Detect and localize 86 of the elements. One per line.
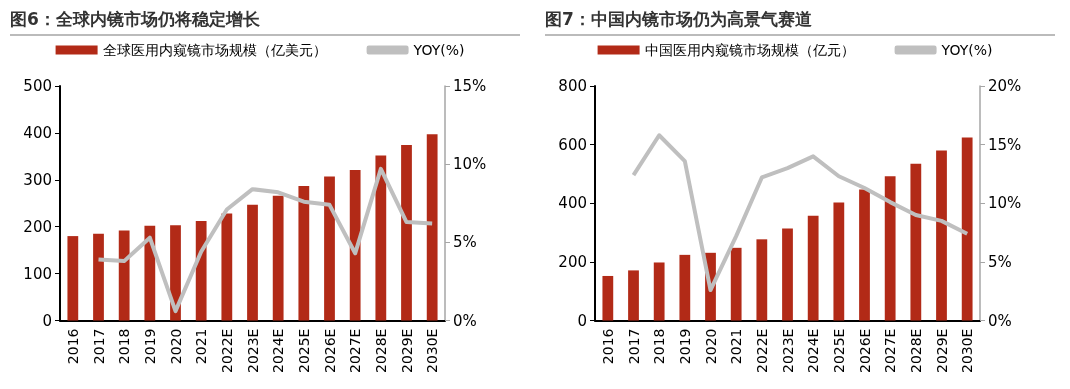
y-tick-label: 600 — [558, 135, 587, 154]
x-tick-label: 2019 — [676, 328, 693, 365]
bar — [730, 247, 742, 321]
bar — [807, 215, 819, 321]
x-tick-label: 2030E — [424, 328, 441, 374]
y2-tick-label: 10% — [453, 155, 487, 174]
bar — [144, 225, 156, 321]
x-tick-label: 2020 — [702, 328, 719, 365]
x-tick-label: 2023E — [779, 328, 796, 374]
x-tick-label: 2027E — [347, 328, 364, 374]
x-tick-label: 2024E — [270, 328, 287, 374]
bar — [936, 150, 947, 321]
legend-label: 全球医用内窥镜市场规模（亿美元） — [102, 42, 327, 58]
bar — [401, 145, 412, 321]
x-tick-label: 2027E — [882, 328, 899, 374]
line-series — [631, 133, 970, 293]
bar — [756, 239, 768, 321]
x-tick-label: 2020 — [167, 328, 184, 365]
y-tick-label: 200 — [23, 217, 52, 236]
y-tick-label: 500 — [23, 77, 52, 95]
bar — [884, 176, 896, 321]
y-tick-label: 800 — [558, 77, 587, 95]
y-tick-label: 400 — [23, 123, 52, 142]
legend-label: YOY(%) — [940, 42, 993, 58]
x-tick-label: 2021 — [193, 328, 210, 365]
x-tick-label: 2017 — [625, 328, 642, 365]
bar — [221, 213, 233, 321]
x-tick-label: 2024E — [805, 328, 822, 374]
y2-tick-label: 0% — [988, 311, 1012, 330]
x-tick-label: 2017 — [90, 328, 107, 365]
x-tick-label: 2018 — [116, 328, 133, 365]
x-tick-label: 2018 — [651, 328, 668, 365]
line-series — [96, 166, 435, 314]
x-tick-label: 2028E — [372, 328, 389, 374]
x-tick-label: 2016 — [599, 328, 616, 365]
y-tick-label: 100 — [23, 264, 52, 283]
legend-label: YOY(%) — [412, 42, 465, 58]
y-tick-label: 400 — [558, 194, 587, 213]
y2-tick-label: 15% — [453, 77, 487, 95]
x-tick-label: 2022E — [753, 328, 770, 374]
bar — [679, 254, 691, 321]
bar — [375, 155, 387, 321]
chart-title: 图7：中国内镜市场仍为高景气赛道 — [545, 8, 1055, 36]
bar — [247, 204, 258, 321]
bar — [833, 202, 845, 321]
x-tick-label: 2025E — [830, 328, 847, 374]
y2-tick-label: 0% — [453, 311, 477, 330]
y2-tick-label: 15% — [988, 135, 1022, 154]
bar — [324, 176, 335, 321]
x-tick-label: 2016 — [64, 328, 81, 365]
bar — [910, 163, 922, 321]
y2-tick-label: 5% — [988, 252, 1012, 271]
x-tick-label: 2021 — [728, 328, 745, 365]
x-tick-label: 2030E — [959, 328, 976, 374]
bar — [602, 275, 614, 321]
x-tick-label: 2022E — [218, 328, 235, 374]
bar — [349, 169, 361, 321]
bar — [782, 228, 793, 321]
x-tick-label: 2028E — [907, 328, 924, 374]
x-tick-label: 2026E — [321, 328, 338, 374]
x-tick-label: 2023E — [244, 328, 261, 374]
bar — [426, 134, 438, 321]
x-tick-label: 2026E — [856, 328, 873, 374]
chart-title: 图6：全球内镜市场仍将稳定增长 — [10, 8, 520, 36]
bar — [859, 189, 870, 321]
bar — [628, 270, 639, 321]
bar — [961, 137, 973, 321]
y2-tick-label: 20% — [988, 77, 1022, 95]
x-tick-label: 2029E — [933, 328, 950, 374]
x-tick-label: 2025E — [295, 328, 312, 374]
y2-tick-label: 5% — [453, 233, 477, 252]
bar — [118, 230, 130, 321]
y2-tick-label: 10% — [988, 194, 1022, 213]
bar — [298, 185, 310, 321]
bar — [67, 236, 79, 321]
y-tick-label: 300 — [23, 170, 52, 189]
legend-label: 中国医用内窥镜市场规模（亿元） — [644, 42, 855, 58]
bar — [653, 262, 665, 321]
x-tick-label: 2019 — [141, 328, 158, 365]
y-tick-label: 0 — [42, 311, 52, 330]
bar — [93, 233, 104, 321]
bar — [195, 221, 207, 321]
y-tick-label: 0 — [577, 311, 587, 330]
y-tick-label: 200 — [558, 252, 587, 271]
bar — [272, 195, 284, 321]
x-tick-label: 2029E — [398, 328, 415, 374]
